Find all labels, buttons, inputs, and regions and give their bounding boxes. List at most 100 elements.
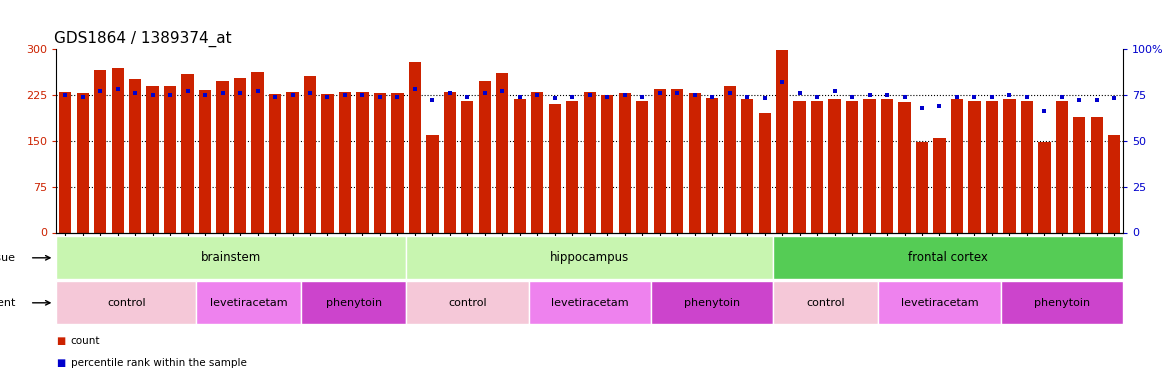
Bar [1108,135,1121,232]
Bar [1001,281,1123,324]
Bar [916,142,928,232]
Text: levetiracetam: levetiracetam [550,298,629,308]
Point [826,88,844,94]
Text: brainstem: brainstem [201,251,261,264]
Point [913,105,931,111]
Bar [216,81,228,232]
Bar [951,99,963,232]
Bar [112,68,123,232]
Point [720,90,739,96]
Point [1070,97,1089,103]
Bar [321,94,334,232]
Point [213,90,232,96]
Bar [287,92,299,232]
Bar [619,93,630,232]
Bar [1003,99,1016,232]
Point [126,90,145,96]
Point [1000,92,1018,98]
Bar [301,281,406,324]
Text: control: control [448,298,487,308]
Text: frontal cortex: frontal cortex [908,251,988,264]
Point [475,90,494,96]
Bar [76,93,89,232]
Bar [776,50,788,232]
Text: count: count [71,336,100,346]
Bar [1074,117,1085,232]
Bar [828,99,841,232]
Point [423,97,442,103]
Point [510,93,529,99]
Bar [759,113,770,232]
Bar [706,98,719,232]
Bar [94,70,106,232]
Point [457,93,476,99]
Text: agent: agent [0,298,15,308]
Bar [163,86,176,232]
Text: phenytoin: phenytoin [684,298,740,308]
Point [161,92,180,98]
Bar [566,101,579,232]
Point [1105,95,1124,101]
Bar [1056,101,1068,232]
Point [301,90,320,96]
Point [1053,93,1071,99]
Text: control: control [107,298,146,308]
Point [283,92,302,98]
Point [441,90,460,96]
Text: phenytoin: phenytoin [326,298,382,308]
Text: ■: ■ [56,358,66,368]
Bar [269,94,281,232]
Bar [794,101,806,232]
Point [248,88,267,94]
Point [406,86,425,92]
Bar [56,236,406,279]
Bar [514,99,526,232]
Text: phenytoin: phenytoin [1034,298,1090,308]
Point [546,95,564,101]
Bar [881,99,893,232]
Point [668,90,687,96]
Point [195,92,214,98]
Bar [303,76,316,232]
Point [860,92,878,98]
Point [808,93,827,99]
Point [563,93,582,99]
Bar [863,99,876,232]
Point [73,93,92,99]
Bar [496,73,508,232]
Point [843,93,862,99]
Point [318,93,336,99]
Bar [1021,101,1033,232]
Bar [528,281,652,324]
Point [982,93,1001,99]
Bar [392,93,403,232]
Text: hippocampus: hippocampus [550,251,629,264]
Bar [934,138,946,232]
Bar [652,281,774,324]
Text: percentile rank within the sample: percentile rank within the sample [71,358,247,368]
Bar [406,281,528,324]
Bar [774,236,1123,279]
Bar [636,101,648,232]
Point [580,92,599,98]
Point [930,103,949,109]
Text: levetiracetam: levetiracetam [901,298,978,308]
Point [335,92,354,98]
Point [108,86,127,92]
Point [650,90,669,96]
Point [230,90,249,96]
Bar [196,281,301,324]
Text: levetiracetam: levetiracetam [211,298,288,308]
Point [703,93,722,99]
Bar [339,92,352,232]
Bar [1038,142,1050,232]
Point [528,92,547,98]
Point [633,93,652,99]
Point [895,93,914,99]
Bar [56,281,196,324]
Point [737,93,756,99]
Text: control: control [807,298,846,308]
Bar [181,75,194,232]
Bar [234,78,246,232]
Point [1088,97,1107,103]
